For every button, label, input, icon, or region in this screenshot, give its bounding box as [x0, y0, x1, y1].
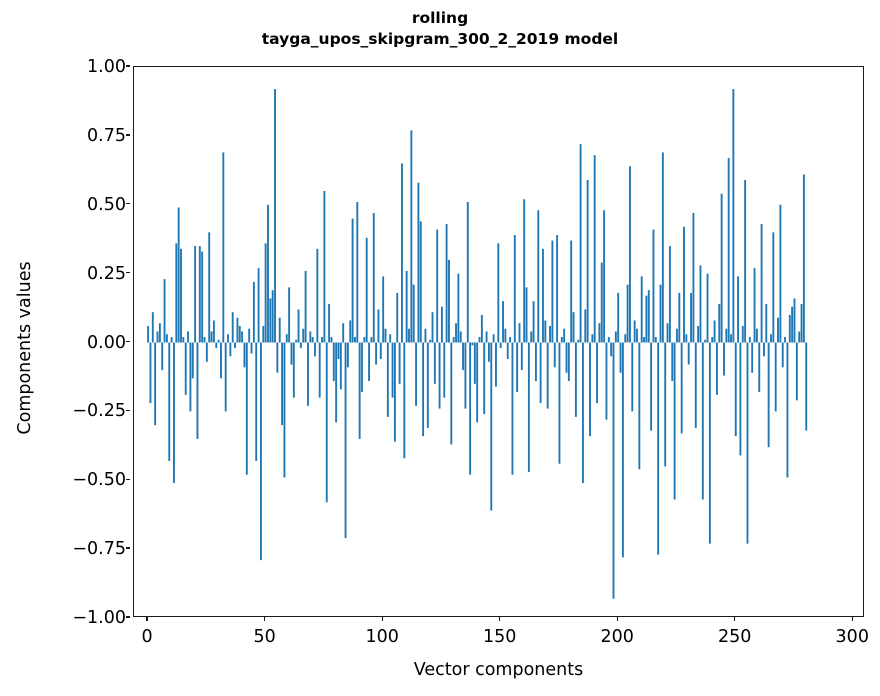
- x-tick-mark: [146, 617, 148, 622]
- x-tick-label: 150: [482, 627, 517, 647]
- x-axis-ticks: 0 50 100 150 200 250 300: [133, 617, 869, 657]
- x-tick-mark: [851, 617, 853, 622]
- x-tick-label: 0: [141, 627, 153, 647]
- chart-title: rolling tayga_upos_skipgram_300_2_2019 m…: [0, 8, 880, 50]
- y-tick-mark: [126, 134, 131, 136]
- y-tick-mark: [126, 547, 131, 549]
- x-tick-mark: [734, 617, 736, 622]
- y-tick-mark: [126, 203, 131, 205]
- x-tick-label: 300: [835, 627, 869, 647]
- y-tick-mark: [126, 65, 131, 67]
- x-tick-label: 250: [718, 627, 752, 647]
- y-tick-label: 0.50: [87, 194, 126, 215]
- x-tick-mark: [263, 617, 266, 622]
- x-tick-label: 50: [253, 627, 276, 647]
- y-tick-label: −0.75: [72, 539, 126, 560]
- y-tick-mark: [126, 340, 131, 343]
- chart-title-line-1: rolling: [411, 9, 469, 27]
- plot-area: [133, 66, 864, 617]
- x-tick-label: 200: [600, 627, 634, 647]
- y-tick-label: 0.25: [87, 263, 126, 284]
- y-tick-mark: [126, 409, 131, 412]
- y-tick-mark: [126, 271, 131, 274]
- bar-series: [147, 89, 808, 599]
- y-tick-label: 1.00: [87, 57, 126, 77]
- x-tick-mark: [499, 617, 501, 622]
- y-tick-mark: [126, 616, 131, 618]
- x-tick-label: 100: [365, 627, 399, 647]
- x-tick-mark: [381, 617, 383, 622]
- y-tick-label: 0.00: [87, 332, 126, 353]
- y-tick-label: −0.50: [72, 470, 126, 491]
- x-tick-mark: [616, 617, 618, 622]
- y-axis-ticks: 1.00 0.75 0.50 0.25 0.00 −0.25 −0.50 −0.75 −1.00: [0, 57, 131, 628]
- x-axis-label: Vector components: [413, 660, 584, 680]
- y-tick-mark: [126, 478, 131, 480]
- y-tick-label: −0.25: [72, 401, 126, 422]
- y-tick-label: 0.75: [87, 125, 126, 146]
- y-tick-label: −1.00: [72, 608, 126, 628]
- chart-title-line-2: tayga_upos_skipgram_300_2_2019 model: [261, 30, 619, 48]
